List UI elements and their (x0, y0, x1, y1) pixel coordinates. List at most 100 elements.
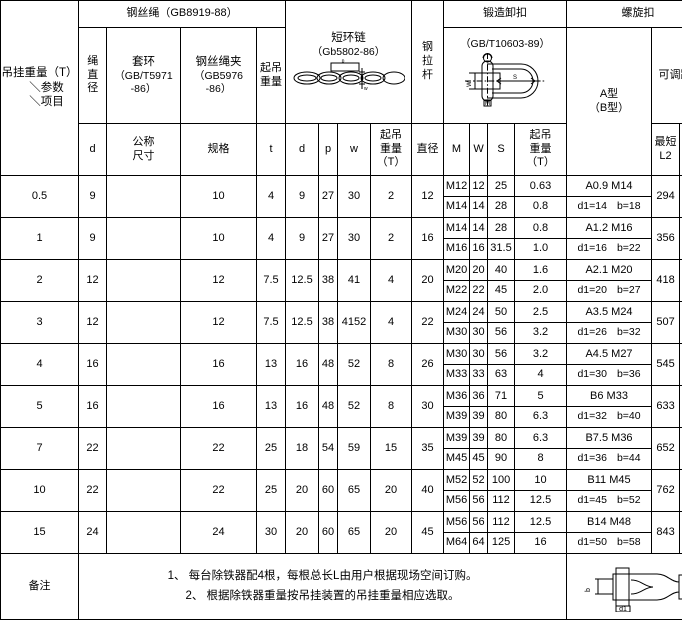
cell-rope-clip-spec: 12 (180, 259, 257, 302)
shackle-sub-value: 56 (494, 326, 508, 338)
cell-chain-lift-weight: 4 (370, 259, 413, 302)
chain-label-p: p (341, 59, 344, 65)
shackle-sub-value: 6.3 (532, 410, 549, 422)
shackle-lift-line3: （T） (526, 156, 555, 169)
unit-chain-t: t (255, 123, 287, 176)
shackle-sub-value: M45 (445, 452, 468, 464)
cell-shackle-w: 52 56 (469, 469, 489, 512)
cell-rod-diameter: 26 (411, 343, 445, 386)
cell-rope-diameter: 16 (78, 385, 107, 428)
cell-shackle-lift-weight: 12.5 16 (514, 511, 568, 554)
cell-shackle-m: M14 M16 (443, 217, 471, 260)
cell-turnbuckle-model: A1.2 M16 d1=16 b=22 (566, 217, 653, 260)
cell-chain-t: 25 (255, 469, 287, 512)
turnbuckle-b-value: b=36 (616, 368, 641, 380)
cell-shortest-l2: 843 (651, 511, 681, 554)
turnbuckle-model-code: B7.5 M36 (567, 429, 652, 449)
shackle-sub-value: 28 (488, 219, 515, 239)
turnbuckle-d1-value: d1=45 (577, 494, 607, 506)
turnbuckle-model-dims: d1=45 b=52 (567, 491, 651, 510)
short-link-chain-standard: （Gb5802-86） (311, 45, 386, 58)
cell-hang-weight: 5 (0, 385, 79, 428)
turnbuckle-d1-value: d1=14 (577, 200, 607, 212)
shackle-sub-value: 39 (470, 429, 488, 449)
cell-rope-diameter: 24 (78, 511, 107, 554)
shackle-sub-value: 20 (470, 261, 488, 281)
shortest-l2: L2 (659, 149, 672, 162)
cell-rope-diameter: 22 (78, 427, 107, 470)
shackle-sub-value: 28 (494, 200, 508, 212)
turnbuckle-diagram: b d1 M (567, 562, 682, 612)
turnbuckle-model-code: B14 M48 (567, 513, 652, 533)
turnbuckle-model-code: A1.2 M16 (567, 219, 652, 239)
shackle-sub-value: 112 (488, 513, 515, 533)
cell-chain-lift-weight: 4 (370, 301, 413, 344)
cell-rod-diameter: 45 (411, 511, 445, 554)
turnbuckle-model-dims: d1=14 b=18 (567, 197, 651, 216)
subheader-turnbuckle-model: A型 （B型） (566, 27, 653, 176)
unit-shackle-s: S (487, 123, 516, 176)
cell-shackle-lift-weight: 0.8 1.0 (514, 217, 568, 260)
shackle-sub-value: M36 (444, 387, 470, 407)
cell-chain-w: 59 (337, 427, 372, 470)
turnbuckle-label-b: b (585, 587, 592, 591)
shackle-sub-value: 39 (472, 410, 485, 422)
cell-chain-d: 20 (285, 511, 320, 554)
cell-shortest-l2: 762 (651, 469, 681, 512)
unit-shortest-l2: 最短 L2 (651, 123, 681, 176)
shackle-sub-value: 80 (488, 429, 515, 449)
cell-rod-diameter: 22 (411, 301, 445, 344)
cell-chain-w: 4152 (337, 301, 372, 344)
turnbuckle-model-dims: d1=36 b=44 (567, 449, 651, 468)
cell-thimble-size (106, 469, 181, 512)
cell-hang-weight: 15 (0, 511, 79, 554)
turnbuckle-model-code: A2.1 M20 (567, 261, 652, 281)
corner-header-cell: 吊挂重量（T） ＼参数 ＼项目 (0, 0, 79, 176)
cell-chain-d: 20 (285, 469, 320, 512)
footer-note-1: 1、 每台除铁器配4根，每根总长L由用户根据现场空间订购。 (167, 569, 478, 582)
rope-d-char-3: 径 (87, 82, 98, 95)
shackle-lift-line1: 起吊 (529, 128, 552, 141)
lift-rope-line1: 起吊 (260, 61, 282, 74)
cell-chain-d: 9 (285, 175, 320, 218)
cell-shackle-lift-weight: 6.3 8 (514, 427, 568, 470)
cell-shackle-s: 28 31.5 (487, 217, 516, 260)
cell-chain-p: 38 (318, 301, 339, 344)
table-row: 7 22 22 25 18 54 59 15 35 M39 M45 39 45 80 90 6.3 8 B7.5 … (0, 427, 682, 470)
shackle-label-w: W (467, 81, 473, 87)
table-row: 10 22 22 25 20 60 65 20 40 M52 M56 52 56 100 112 10 12.5… (0, 469, 682, 512)
cell-shortest-l2: 418 (651, 259, 681, 302)
cell-thimble-size (106, 217, 181, 260)
cell-rope-diameter: 22 (78, 469, 107, 512)
turnbuckle-b-value: b=27 (616, 284, 641, 296)
cell-rope-clip-spec: 22 (180, 427, 257, 470)
group-header-wire-rope: 钢丝绳（GB8919-88） (77, 0, 287, 28)
shackle-sub-value: 56 (488, 345, 515, 365)
shackle-sub-value: 25 (488, 177, 515, 197)
shackle-sub-value: 2.0 (532, 284, 549, 296)
unit-shackle-lift: 起吊 重量 （T） (514, 123, 568, 176)
turnbuckle-model-code: A0.9 M14 (567, 177, 652, 197)
cell-chain-t: 7.5 (255, 301, 287, 344)
cell-shortest-l2: 507 (651, 301, 681, 344)
cell-chain-t: 7.5 (255, 259, 287, 302)
turnbuckle-model-code: A4.5 M27 (567, 345, 652, 365)
turnbuckle-model-code: A3.5 M24 (567, 303, 652, 323)
shackle-sub-value: 10 (515, 471, 567, 491)
cell-rope-clip-spec: 24 (180, 511, 257, 554)
turnbuckle-b-value: b=32 (616, 326, 641, 338)
cell-chain-w: 52 (337, 385, 372, 428)
cell-chain-w: 65 (337, 469, 372, 512)
header-row-subgroups: 绳 直 径 套环 （GB/T5971 -86） 钢丝绳夹 （GB5976 -86… (1, 27, 682, 176)
cell-rope-diameter: 12 (78, 301, 107, 344)
cell-shackle-lift-weight: 3.2 4 (514, 343, 568, 386)
cell-rod-diameter: 16 (411, 217, 445, 260)
rope-d-char-2: 直 (87, 68, 98, 81)
shackle-sub-value: 12.5 (515, 513, 567, 533)
cell-chain-lift-weight: 20 (370, 469, 413, 512)
shackle-sub-value: 16 (534, 536, 547, 548)
cell-rod-diameter: 40 (411, 469, 445, 512)
shackle-sub-value: 100 (488, 471, 515, 491)
turnbuckle-model-code: B11 M45 (567, 471, 652, 491)
cell-chain-lift-weight: 20 (370, 511, 413, 554)
